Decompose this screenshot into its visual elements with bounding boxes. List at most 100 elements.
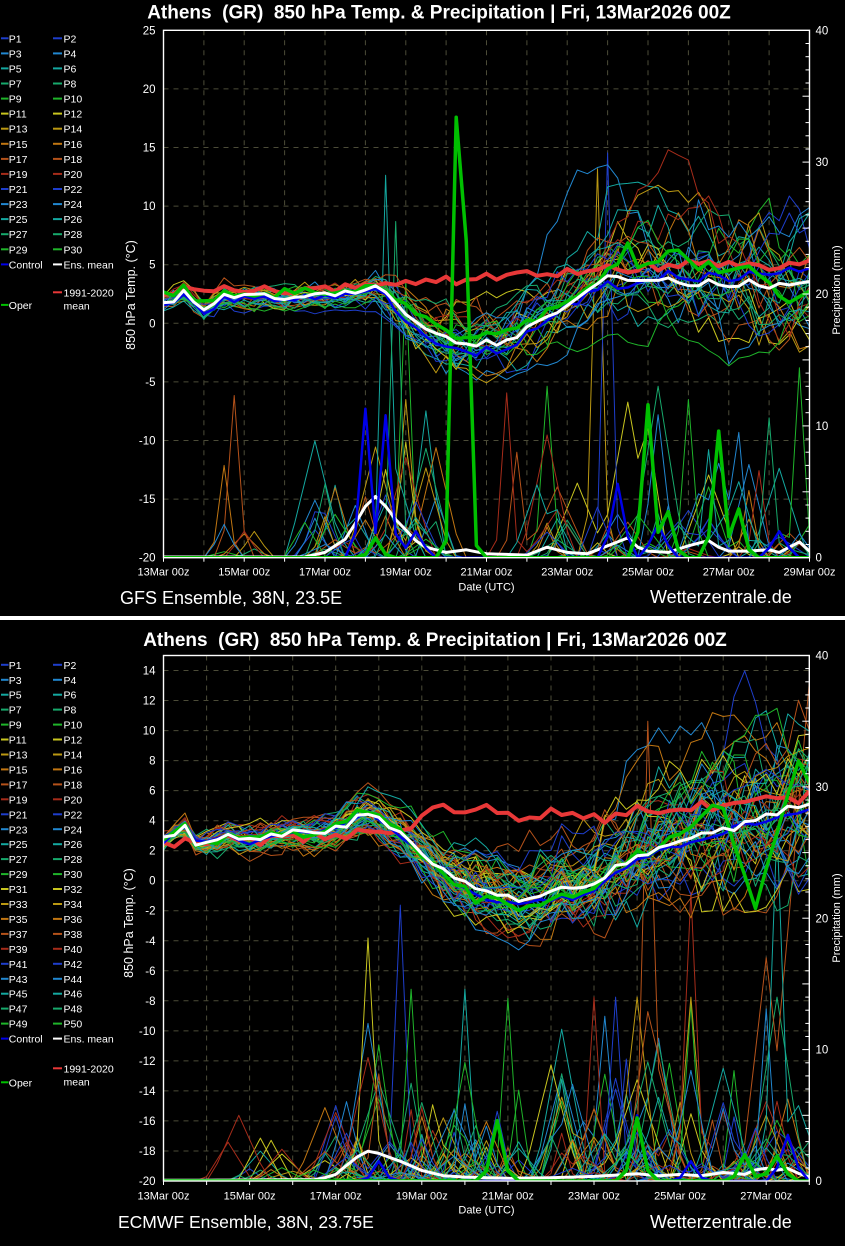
svg-text:-20: -20 [139,1176,156,1188]
svg-text:P8: P8 [64,705,77,717]
svg-text:19Mar 00z: 19Mar 00z [380,567,432,579]
svg-text:P36: P36 [64,914,83,926]
svg-text:27Mar 00z: 27Mar 00z [740,1191,792,1203]
svg-text:P6: P6 [64,63,77,75]
svg-text:P12: P12 [64,735,83,747]
svg-text:Control: Control [9,259,43,271]
svg-text:P47: P47 [9,1004,28,1016]
svg-text:P3: P3 [9,48,22,60]
svg-text:mean: mean [64,1077,90,1089]
svg-text:Ens. mean: Ens. mean [64,1034,114,1046]
svg-text:-2: -2 [145,906,155,918]
svg-text:P8: P8 [64,79,77,91]
svg-text:23Mar 00z: 23Mar 00z [541,567,593,579]
svg-text:P48: P48 [64,1004,83,1016]
svg-text:Precipitation (mm): Precipitation (mm) [831,245,843,334]
svg-text:-10: -10 [139,1026,156,1038]
svg-text:P40: P40 [64,944,83,956]
svg-text:P19: P19 [9,794,28,806]
svg-text:5: 5 [149,260,155,272]
svg-text:P17: P17 [9,154,28,166]
svg-text:4: 4 [149,816,156,828]
svg-text:20: 20 [816,289,829,301]
svg-text:10: 10 [143,726,156,738]
svg-text:Wetterzentrale.de: Wetterzentrale.de [650,587,792,607]
svg-text:-16: -16 [139,1116,156,1128]
svg-text:-10: -10 [139,436,156,448]
svg-text:P12: P12 [64,109,83,121]
svg-text:P25: P25 [9,214,28,226]
svg-text:Precipitation (mm): Precipitation (mm) [831,873,843,962]
svg-text:P23: P23 [9,824,28,836]
svg-text:P17: P17 [9,779,28,791]
svg-text:P11: P11 [9,109,27,121]
svg-text:P10: P10 [64,94,83,106]
svg-text:20: 20 [816,913,829,925]
svg-text:10: 10 [143,201,156,213]
svg-text:2: 2 [149,846,155,858]
svg-text:Oper: Oper [9,1077,33,1089]
svg-text:-14: -14 [139,1086,156,1098]
svg-text:Athens (GR) 850 hPa Temp. &: Athens (GR) 850 hPa Temp. & Precipitatio… [143,630,727,651]
svg-text:0: 0 [816,553,822,565]
svg-text:P30: P30 [64,869,83,881]
svg-text:-18: -18 [139,1146,156,1158]
svg-text:P22: P22 [64,184,83,196]
svg-text:P24: P24 [64,824,83,836]
svg-text:29Mar 00z: 29Mar 00z [784,567,836,579]
svg-text:P38: P38 [64,929,83,941]
svg-text:P26: P26 [64,214,83,226]
svg-text:Athens (GR) 850 hPa Temp. &: Athens (GR) 850 hPa Temp. & Precipitatio… [147,3,731,24]
svg-text:15Mar 00z: 15Mar 00z [224,1191,276,1203]
svg-text:15Mar 00z: 15Mar 00z [218,567,270,579]
svg-text:850 hPa Temp. (°C): 850 hPa Temp. (°C) [124,240,138,350]
svg-text:P28: P28 [64,854,83,866]
svg-text:P21: P21 [9,809,28,821]
svg-text:14: 14 [143,666,156,678]
svg-text:P41: P41 [9,959,28,971]
svg-text:P6: P6 [64,690,77,702]
svg-text:mean: mean [64,301,90,313]
svg-text:P29: P29 [9,244,28,256]
svg-text:P10: P10 [64,720,83,732]
svg-text:P44: P44 [64,974,83,986]
svg-text:P13: P13 [9,124,28,136]
svg-text:Ens. mean: Ens. mean [64,259,114,271]
svg-text:P19: P19 [9,169,28,181]
svg-text:P11: P11 [9,735,27,747]
svg-text:13Mar 00z: 13Mar 00z [138,1191,190,1203]
svg-text:P28: P28 [64,229,83,241]
svg-text:1991-2020: 1991-2020 [64,287,114,299]
svg-text:P24: P24 [64,199,83,211]
svg-text:23Mar 00z: 23Mar 00z [568,1191,620,1203]
svg-text:25Mar 00z: 25Mar 00z [654,1191,706,1203]
svg-text:P21: P21 [9,184,28,196]
svg-text:P16: P16 [64,139,83,151]
svg-text:40: 40 [816,651,829,663]
svg-text:21Mar 00z: 21Mar 00z [461,567,513,579]
svg-text:-6: -6 [145,966,155,978]
svg-text:P15: P15 [9,764,28,776]
svg-text:6: 6 [149,786,155,798]
svg-text:P15: P15 [9,139,28,151]
svg-text:P35: P35 [9,914,28,926]
svg-text:10: 10 [816,421,829,433]
svg-text:10: 10 [816,1045,829,1057]
svg-text:P3: P3 [9,675,22,687]
svg-text:P9: P9 [9,94,22,106]
svg-text:P29: P29 [9,869,28,881]
svg-text:P22: P22 [64,809,83,821]
svg-text:P37: P37 [9,929,28,941]
svg-text:P20: P20 [64,794,83,806]
svg-text:P7: P7 [9,705,22,717]
svg-text:P23: P23 [9,199,28,211]
svg-text:P33: P33 [9,899,28,911]
svg-text:P4: P4 [64,675,77,687]
svg-text:P5: P5 [9,63,22,75]
svg-text:GFS Ensemble, 38N, 23.5E: GFS Ensemble, 38N, 23.5E [120,588,342,608]
svg-text:Oper: Oper [9,300,33,312]
svg-text:15: 15 [143,143,156,155]
svg-text:-15: -15 [139,494,156,506]
svg-text:0: 0 [816,1176,822,1188]
svg-text:P14: P14 [64,750,83,762]
